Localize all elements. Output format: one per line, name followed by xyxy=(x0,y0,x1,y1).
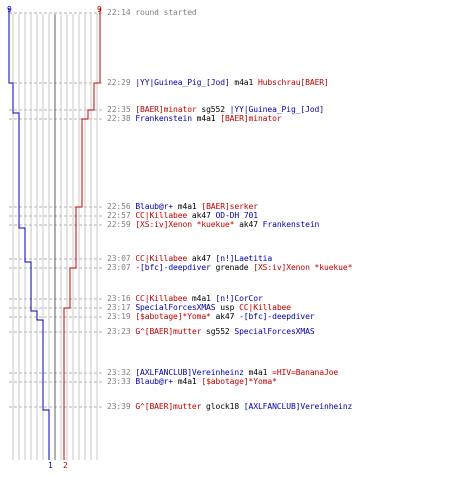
event-time: 23:07 xyxy=(107,263,136,272)
blue-end-count: 1 xyxy=(48,461,53,470)
player-name: -[bfc]-deepdiver xyxy=(135,263,211,272)
weapon-name: m4a1 xyxy=(173,202,202,211)
player-name: [n!]Laetitia xyxy=(215,254,273,263)
event-time: 23:17 xyxy=(107,303,136,312)
kill-log-entry: 23:19 [$abotage]*Yoma* ak47 -[bfc]-deepd… xyxy=(107,312,315,321)
player-grid-lines xyxy=(12,14,98,460)
player-name: [$abotage]*Yoma* xyxy=(201,377,277,386)
red-start-count: 9 xyxy=(97,5,102,14)
event-time: 22:38 xyxy=(107,114,136,123)
kill-log-entry: 22:56 Blaub@r+ m4a1 [BAER]serker xyxy=(107,202,258,211)
weapon-name: glock18 xyxy=(201,402,244,411)
player-name: [BAER]minator xyxy=(135,105,197,114)
blue-team-line xyxy=(8,8,50,460)
kill-log-entry: 22:29 |YY|Guinea_Pig_[Jod] m4a1 Hubschra… xyxy=(107,78,329,87)
weapon-name: ak47 xyxy=(187,254,216,263)
kill-log-entry: 23:07 CC|Killabee ak47 [n!]Laetitia xyxy=(107,254,272,263)
red-team-line xyxy=(63,8,101,460)
event-time: 23:19 xyxy=(107,312,136,321)
player-name: Frankenstein xyxy=(135,114,192,123)
player-name: [BAER]minator xyxy=(220,114,282,123)
event-time: 22:35 xyxy=(107,105,136,114)
weapon-name: m4a1 xyxy=(173,377,202,386)
player-name: Hubschrau[BAER] xyxy=(257,78,329,87)
player-name: CC|Killabee xyxy=(135,294,188,303)
player-name: [XS:iv]Xenon *kuekue* xyxy=(135,220,235,229)
weapon-name: grenade xyxy=(210,263,254,272)
player-name: [BAER]serker xyxy=(201,202,258,211)
event-time: 23:32 xyxy=(107,368,136,377)
event-time: 23:23 xyxy=(107,327,136,336)
weapon-name: m4a1 xyxy=(229,78,258,87)
kill-log-entry: 22:35 [BAER]minator sg552 |YY|Guinea_Pig… xyxy=(107,105,324,114)
weapon-name: sg552 xyxy=(201,327,235,336)
kill-log-entry: 23:16 CC|Killabee m4a1 [n!]CorCor xyxy=(107,294,263,303)
weapon-name: ak47 xyxy=(234,220,263,229)
kill-log-entry: 23:32 [AXLFANCLUB]Vereinheinz m4a1 =HIV=… xyxy=(107,368,338,377)
weapon-name: m4a1 xyxy=(243,368,273,377)
weapon-name: m4a1 xyxy=(187,294,216,303)
blue-start-count: 9 xyxy=(7,5,12,14)
event-time: 23:39 xyxy=(107,402,136,411)
player-name: G^[BAER]mutter xyxy=(135,327,202,336)
player-name: [AXLFANCLUB]Vereinheinz xyxy=(135,368,244,377)
player-name: Frankenstein xyxy=(262,220,320,229)
weapon-name: ak47 xyxy=(187,211,216,220)
player-name: CC|Killabee xyxy=(135,254,188,263)
player-name: [$abotage]*Yoma* xyxy=(135,312,211,321)
player-name: CC|Killabee xyxy=(239,303,291,312)
event-time: 22:59 xyxy=(107,220,136,229)
weapon-name: m4a1 xyxy=(191,114,221,123)
event-time: 22:57 xyxy=(107,211,136,220)
kill-log-entry: 23:39 G^[BAER]mutter glock18 [AXLFANCLUB… xyxy=(107,402,352,411)
kill-log-entry: 23:23 G^[BAER]mutter sg552 SpecialForces… xyxy=(107,327,315,336)
event-guide-lines xyxy=(9,12,104,408)
player-name: OD-DH 701 xyxy=(215,211,259,220)
event-text: round started xyxy=(135,8,197,17)
kill-log-entry: 23:17 SpecialForcesXMAS usp CC|Killabee xyxy=(107,303,291,312)
event-time: 22:29 xyxy=(107,78,136,87)
player-name: -[bfc]-deepdiver xyxy=(239,312,315,321)
event-time: 23:07 xyxy=(107,254,136,263)
player-name: Blaub@r+ xyxy=(135,202,174,211)
player-name: [AXLFANCLUB]Vereinheinz xyxy=(243,402,353,411)
weapon-name: sg552 xyxy=(196,105,230,114)
kill-log-entry: 22:14 round started xyxy=(107,8,197,17)
player-name: G^[BAER]mutter xyxy=(135,402,202,411)
event-time: 22:14 xyxy=(107,8,136,17)
kill-log-entry: 22:57 CC|Killabee ak47 OD-DH 701 xyxy=(107,211,258,220)
player-name: [XS:iv]Xenon *kuekue* xyxy=(253,263,353,272)
player-name: SpecialForcesXMAS xyxy=(234,327,315,336)
event-time: 23:33 xyxy=(107,377,136,386)
player-name: SpecialForcesXMAS xyxy=(135,303,216,312)
player-name: [n!]CorCor xyxy=(215,294,263,303)
player-name: CC|Killabee xyxy=(135,211,188,220)
kill-log-entry: 23:07 -[bfc]-deepdiver grenade [XS:iv]Xe… xyxy=(107,263,352,272)
kill-log-entry: 23:33 Blaub@r+ m4a1 [$abotage]*Yoma* xyxy=(107,377,277,386)
weapon-name: usp xyxy=(215,303,240,312)
event-time: 23:16 xyxy=(107,294,136,303)
event-time: 22:56 xyxy=(107,202,136,211)
red-end-count: 2 xyxy=(63,461,68,470)
kill-log-entry: 22:59 [XS:iv]Xenon *kuekue* ak47 Franken… xyxy=(107,220,319,229)
player-name: =HIV=BananaJoe xyxy=(272,368,339,377)
weapon-name: ak47 xyxy=(210,312,240,321)
player-name: |YY|Guinea_Pig_[Jod] xyxy=(135,78,230,87)
kill-log-entry: 22:38 Frankenstein m4a1 [BAER]minator xyxy=(107,114,282,123)
player-name: Blaub@r+ xyxy=(135,377,174,386)
player-name: |YY|Guinea_Pig_[Jod] xyxy=(229,105,324,114)
